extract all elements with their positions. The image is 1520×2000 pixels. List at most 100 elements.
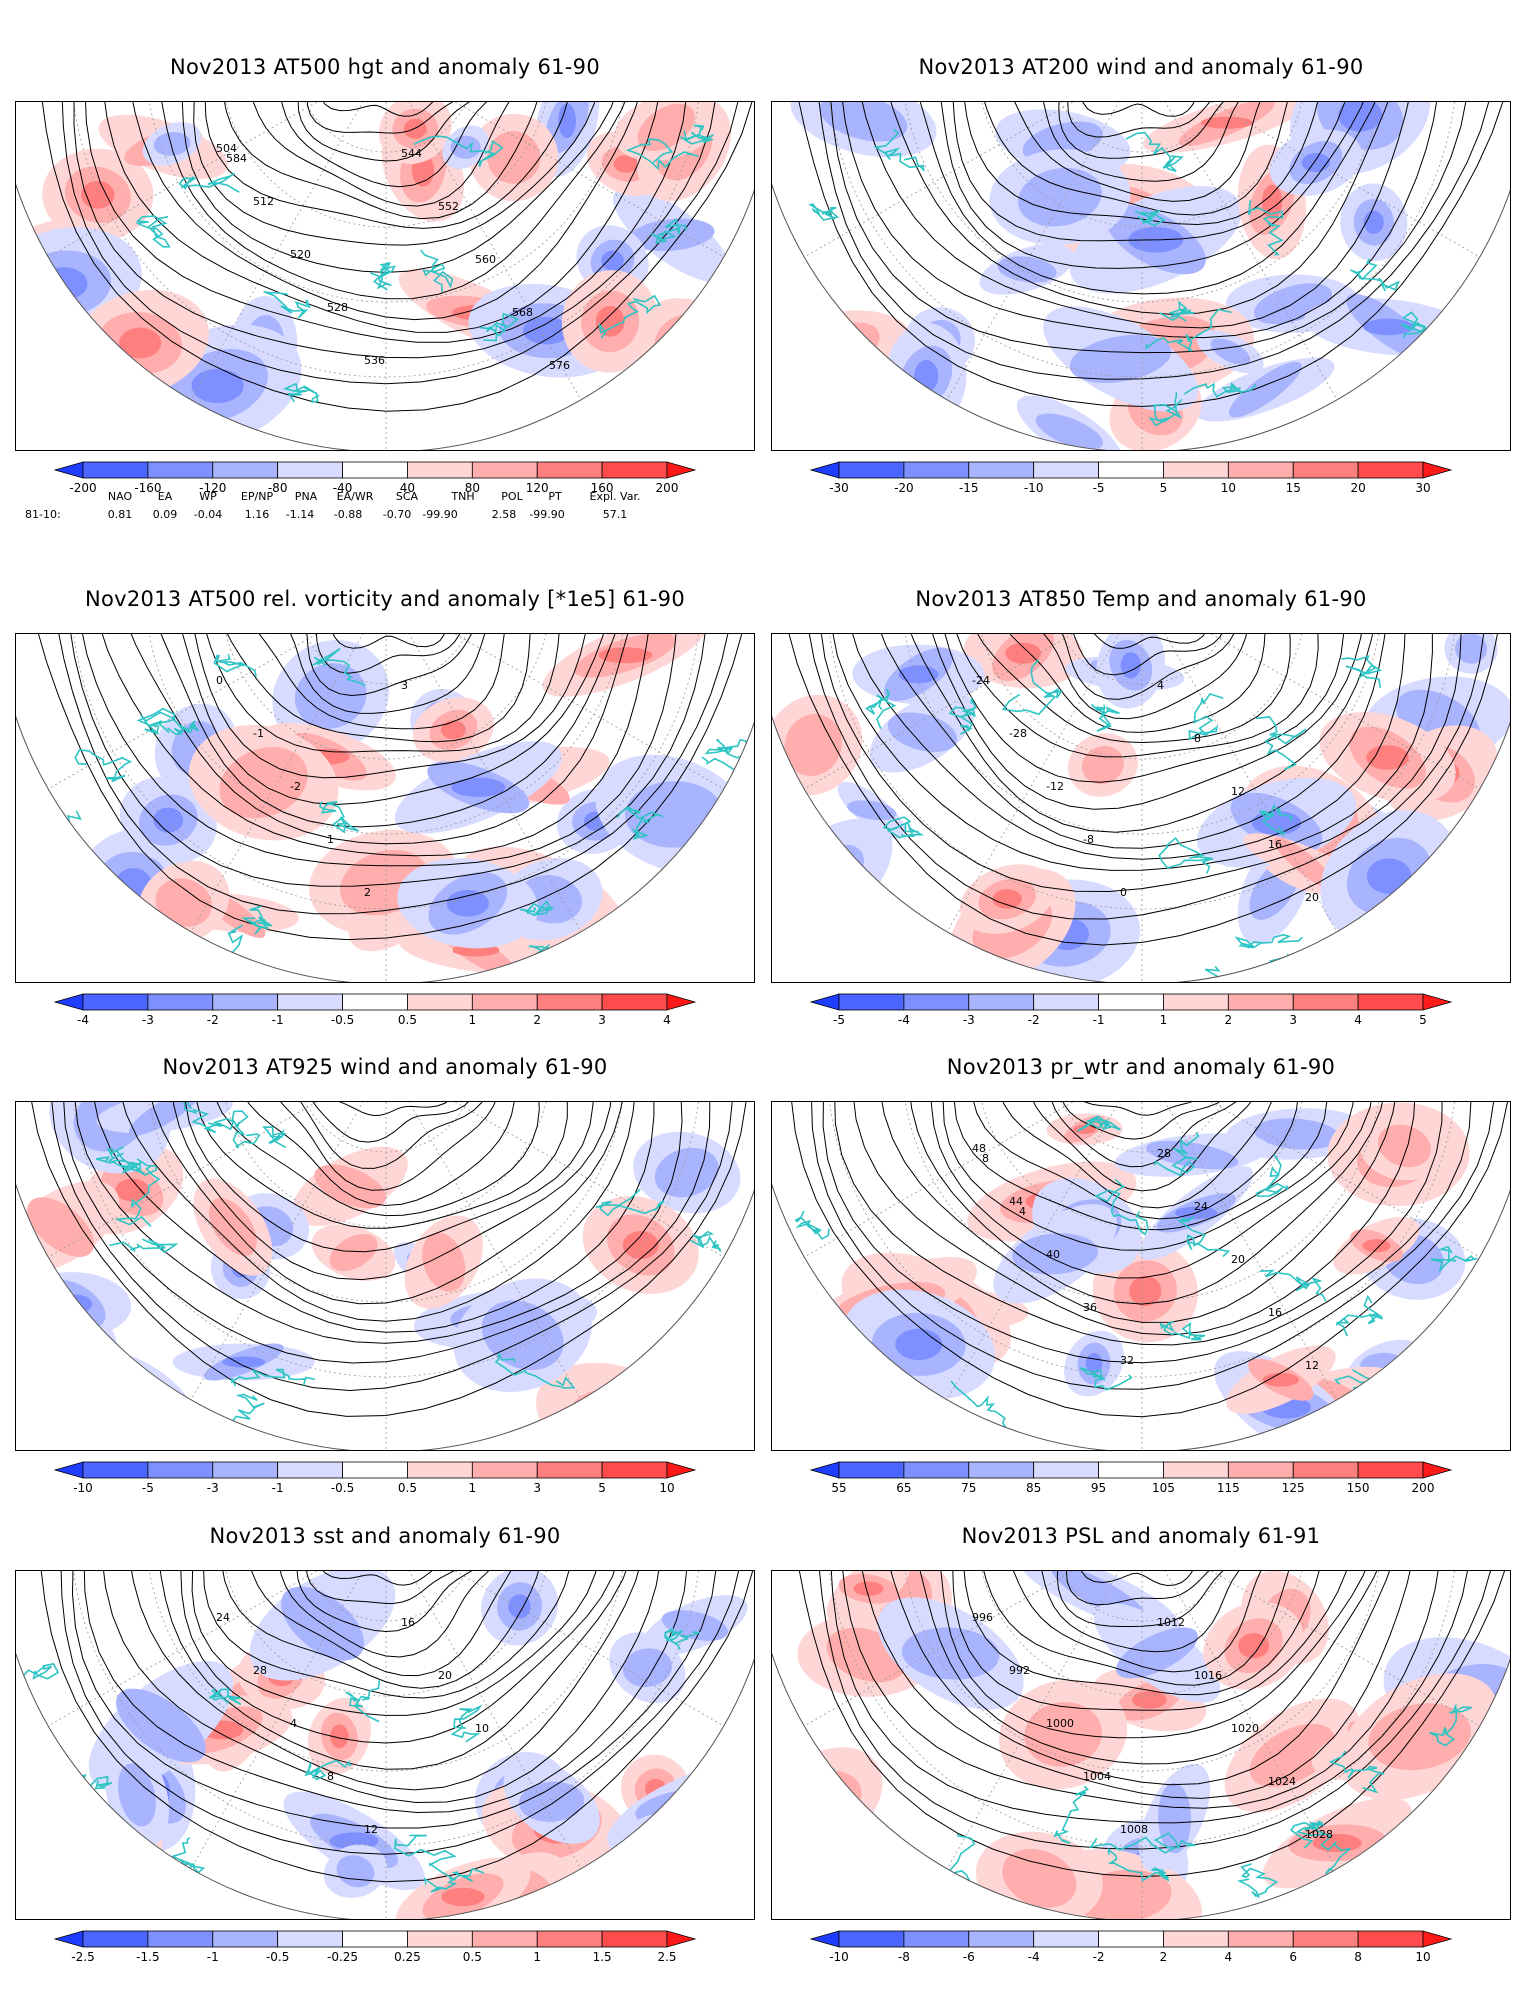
colorbar-bin xyxy=(1227,1930,1294,1948)
contour-label: 16 xyxy=(1268,1306,1282,1319)
map-canvas xyxy=(772,102,1510,450)
colorbar-bins xyxy=(53,993,697,1011)
panel-title: Nov2013 PSL and anomaly 61-91 xyxy=(961,1524,1321,1548)
colorbar-tick-label: 95 xyxy=(1090,1481,1107,1495)
contour-label: 568 xyxy=(512,306,533,319)
colorbar-tick-label: 5 xyxy=(1419,1013,1427,1027)
colorbar-bins xyxy=(809,993,1453,1011)
colorbar-bin xyxy=(407,1461,473,1479)
map-temp850: -24 -28 -12 -8 0 4 8 12 16 20 xyxy=(771,633,1511,983)
contour-label: 992 xyxy=(1009,1664,1030,1677)
colorbar-bin xyxy=(212,1461,279,1479)
colorbar-wind925: -10 -5 -3 -1 -0.5 0.5 1 3 5 10 xyxy=(53,1461,697,1513)
colorbar-bin xyxy=(1098,461,1164,479)
map-hgt500: 504 512 520 528 536 544 552 560 568 576 584 xyxy=(15,101,755,451)
colorbar-tick-label: -10 xyxy=(1023,481,1044,495)
index-values-row: 81-10: 0.81 0.09 -0.04 1.16 -1.14 -0.88 … xyxy=(15,508,755,524)
map-canvas: 504 512 520 528 536 544 552 560 568 576 584 xyxy=(16,102,754,450)
contour-label: 32 xyxy=(1120,1354,1134,1367)
contour-label: 544 xyxy=(401,147,422,160)
contour-label: -8 xyxy=(1083,833,1094,846)
colorbar-bin xyxy=(471,993,538,1011)
colorbar-tick-label: -1 xyxy=(206,1950,219,1964)
colorbar-tick-label: 5 xyxy=(598,1481,606,1495)
panel-wind200: Nov2013 AT200 wind and anomaly 61-90 -30… xyxy=(771,55,1511,525)
colorbar-tick-label: -2.5 xyxy=(71,1950,95,1964)
colorbar-tick-label: 125 xyxy=(1281,1481,1305,1495)
colorbar-bin xyxy=(1357,461,1424,479)
colorbar-bin xyxy=(1357,1461,1424,1479)
index-name: EA xyxy=(157,490,173,503)
contour-label: -24 xyxy=(972,674,990,687)
colorbar-tick-label: -8 xyxy=(897,1950,910,1964)
colorbar-tick-label: -0.5 xyxy=(330,1013,355,1027)
colorbar-bin xyxy=(1033,993,1099,1011)
panel-title: Nov2013 AT500 rel. vorticity and anomaly… xyxy=(85,587,685,611)
contour-label: -1 xyxy=(253,727,264,740)
panel-psl: Nov2013 PSL and anomaly 61-91 996 992 1000… xyxy=(771,1524,1511,1994)
colorbar-tick-label: 3 xyxy=(533,1481,542,1495)
contour-label: 8 xyxy=(1194,732,1201,745)
colorbar-bin xyxy=(1033,1461,1099,1479)
colorbar-tick-label: 120 xyxy=(525,481,549,495)
colorbar-tick-label: 65 xyxy=(896,1481,912,1495)
index-name: TNH xyxy=(451,490,475,503)
colorbar-tick-label: -120 xyxy=(199,481,227,495)
index-name: POL xyxy=(501,490,523,503)
colorbar-bins xyxy=(53,461,697,479)
colorbar-tick-label: 150 xyxy=(1346,1481,1370,1495)
colorbar-bin xyxy=(809,1930,840,1948)
index-value: -0.04 xyxy=(193,508,223,521)
panel-prwtr: Nov2013 pr_wtr and anomaly 61-90 48 44 40 3… xyxy=(771,1055,1511,1525)
colorbar-tick-label: 10 xyxy=(1415,1950,1431,1964)
colorbar-tick-label: -10 xyxy=(73,1481,93,1495)
index-names-row: NAO EA WP EP/NP PNA EA/WR SCA TNH POL PT… xyxy=(15,490,755,506)
contour-label: 16 xyxy=(1268,838,1282,851)
colorbar-tick-label: -160 xyxy=(134,481,162,495)
contour-label: 0 xyxy=(1120,886,1127,899)
colorbar-bin xyxy=(968,1930,1035,1948)
index-value: 0.09 xyxy=(152,508,178,521)
colorbar-tick-label: 105 xyxy=(1151,1481,1175,1495)
contour-label: 996 xyxy=(972,1611,993,1624)
colorbar-bin xyxy=(53,1461,84,1479)
colorbar-bins xyxy=(809,1461,1453,1479)
contour-label: 4 xyxy=(290,1717,297,1730)
colorbar-bin xyxy=(471,461,538,479)
contour-label: 560 xyxy=(475,253,496,266)
colorbar-bin xyxy=(838,1461,905,1479)
map-canvas: 48 44 40 36 32 28 24 20 16 12 8 4 xyxy=(772,1102,1510,1450)
index-value: 0.81 xyxy=(107,508,133,521)
colorbar-bin xyxy=(1292,993,1359,1011)
colorbar-bin xyxy=(277,1930,343,1948)
colorbar-bin xyxy=(342,461,408,479)
colorbar-bin xyxy=(82,1461,149,1479)
colorbar-tick-label: 6 xyxy=(1289,1950,1298,1964)
contour-label: 1020 xyxy=(1231,1722,1259,1735)
map-vort500: 0 -1 -2 1 2 3 xyxy=(15,633,755,983)
map-wind200 xyxy=(771,101,1511,451)
colorbar-tick-label: -0.25 xyxy=(327,1950,359,1964)
colorbar-tick-label: -0.5 xyxy=(330,1481,355,1495)
panel-hgt500: Nov2013 AT500 hgt and anomaly 61-90 504 5… xyxy=(15,55,755,525)
colorbar-tick-label: 10 xyxy=(1220,481,1236,495)
index-value: 57.1 xyxy=(602,508,628,521)
contour-label: -28 xyxy=(1009,727,1027,740)
contour-label: 20 xyxy=(1305,891,1319,904)
colorbar-tick-label: 5 xyxy=(1159,481,1168,495)
colorbar-bin xyxy=(342,1930,408,1948)
colorbar-tick-label: 0.5 xyxy=(397,1013,417,1027)
index-name: WP xyxy=(199,490,217,503)
contour-label: 36 xyxy=(1083,1301,1097,1314)
contour-label: 40 xyxy=(1046,1248,1060,1261)
colorbar-bin xyxy=(903,461,970,479)
colorbar-bin xyxy=(601,993,668,1011)
colorbar-tick-label: 200 xyxy=(655,481,679,495)
colorbar-bin xyxy=(601,461,668,479)
panel-wind925: Nov2013 AT925 wind and anomaly 61-90 -10… xyxy=(15,1055,755,1525)
index-row-label: 81-10: xyxy=(25,508,61,521)
colorbar-bin xyxy=(1033,461,1099,479)
contour-label: 528 xyxy=(327,301,348,314)
colorbar-tick-label: 2 xyxy=(533,1013,542,1027)
contour-label: 576 xyxy=(549,359,570,372)
